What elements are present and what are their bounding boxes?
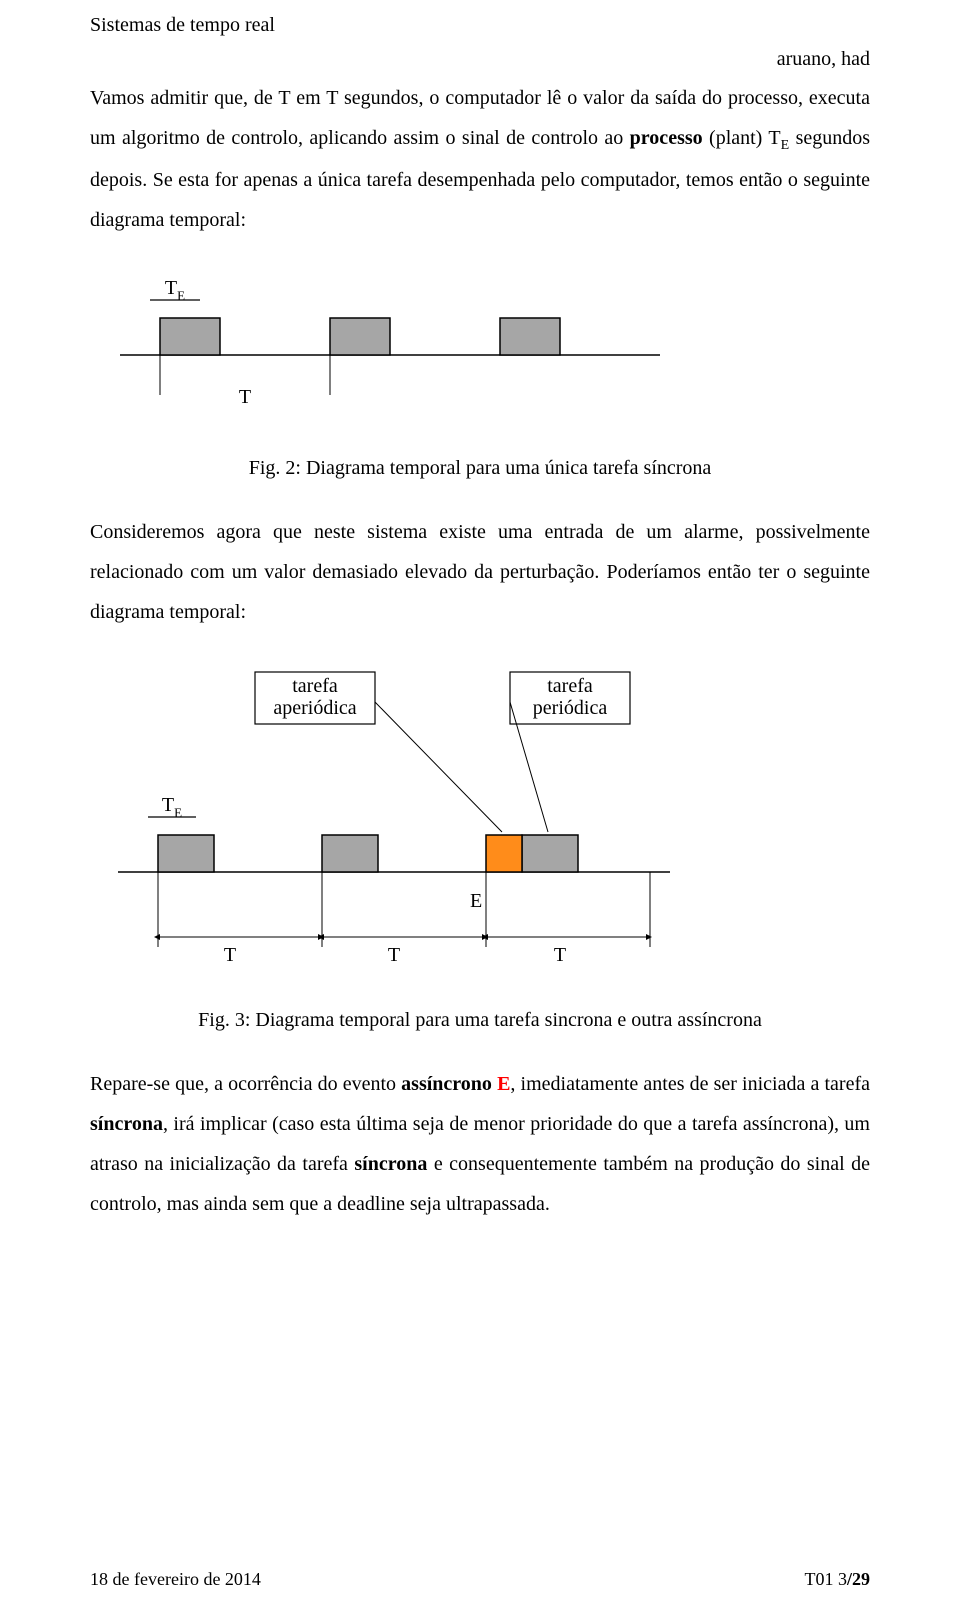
svg-text:T: T [224,944,236,966]
p3-b-bold: assíncrono [401,1073,497,1095]
p3-c: , imediatamente antes de ser iniciada a … [510,1073,870,1095]
fig2-caption: Fig. 2: Diagrama temporal para uma única… [90,448,870,488]
svg-text:TE: TE [162,794,182,820]
page: Sistemas de tempo real aruano, had Vamos… [0,0,960,1614]
svg-text:periódica: periódica [533,697,608,719]
fig2-svg: TE T [90,270,690,420]
svg-text:aperiódica: aperiódica [273,697,356,719]
footer-right-a: T01 3 [804,1569,847,1589]
figure-3: tarefaaperiódicatarefaperiódicaTEETTT [90,662,870,986]
p3-d: síncrona [90,1113,163,1135]
header-left: Sistemas de tempo real [90,14,275,37]
header-right: aruano, had [777,48,870,71]
body-content: Vamos admitir que, de T em T segundos, o… [90,78,870,1224]
p3-f: síncrona [354,1153,427,1175]
svg-text:tarefa: tarefa [292,675,338,697]
svg-text:T: T [388,944,400,966]
fig3-svg: tarefaaperiódicatarefaperiódicaTEETTT [90,662,710,972]
paragraph-2: Consideremos agora que neste sistema exi… [90,512,870,632]
svg-text:tarefa: tarefa [547,675,593,697]
fig3-caption: Fig. 3: Diagrama temporal para uma taref… [90,1000,870,1040]
paragraph-3: Repare-se que, a ocorrência do evento as… [90,1064,870,1224]
figure-2: TE T [90,270,870,434]
p1-sub: E [781,138,790,153]
p3-a: Repare-se que, a ocorrência do evento [90,1073,401,1095]
footer-date: 18 de fevereiro de 2014 [90,1569,261,1590]
svg-text:TE: TE [165,277,185,303]
svg-text:T: T [239,386,251,408]
p3-b-E: E [497,1073,510,1095]
svg-text:E: E [470,890,482,912]
paragraph-1: Vamos admitir que, de T em T segundos, o… [90,78,870,240]
footer-right-b: /29 [847,1569,870,1589]
svg-text:T: T [554,944,566,966]
p1-bold: processo [630,127,703,149]
p1-text-c: (plant) T [703,127,781,149]
footer-page: T01 3/29 [804,1569,870,1590]
